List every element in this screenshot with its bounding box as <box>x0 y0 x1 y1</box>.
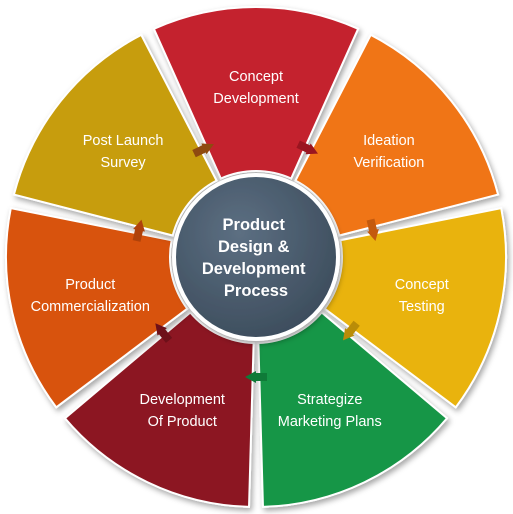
segment-label-ideation-verification: Ideation Verification <box>353 133 424 171</box>
segment-concept-development <box>152 6 360 180</box>
connector-arrow <box>192 143 214 158</box>
connector-arrow <box>245 371 267 383</box>
segments-layer: Concept Development Ideation Verification Co… <box>5 6 507 508</box>
segment-post-launch-survey <box>12 33 218 237</box>
segment-strategize-marketing-plans <box>257 311 449 508</box>
segment-label-concept-development: Concept Development <box>213 69 298 107</box>
segment-label-line: Product <box>65 277 115 293</box>
connector-arrow <box>342 320 360 341</box>
segment-label-line: Ideation <box>363 133 415 149</box>
segment-product-commercialization <box>5 207 189 409</box>
segment-label-line: Testing <box>399 299 445 315</box>
connector-arrow <box>296 140 318 155</box>
segment-ideation-verification <box>294 33 500 237</box>
hub: Product Design & Development Process <box>172 173 340 341</box>
connector-arrow <box>155 323 173 343</box>
hub-title-line: Process <box>224 282 288 300</box>
connector-arrow <box>132 219 145 242</box>
segment-label-line: Strategize <box>297 392 362 408</box>
segment-development-of-product <box>63 311 255 508</box>
segment-label-line: Post Launch <box>83 133 164 149</box>
segment-label-line: Of Product <box>148 414 217 430</box>
segment-label-line: Concept <box>395 277 449 293</box>
segment-label-post-launch-survey: Post Launch Survey <box>83 133 164 171</box>
segment-label-line: Development <box>140 392 225 408</box>
hub-title-line: Design & <box>218 238 290 256</box>
segment-label-line: Development <box>213 91 298 107</box>
hub-title-line: Product <box>223 216 286 234</box>
hub-title-line: Development <box>202 260 306 278</box>
segment-label-strategize-marketing-plans: Strategize Marketing Plans <box>278 392 382 430</box>
segment-label-line: Marketing Plans <box>278 414 382 430</box>
segment-label-line: Concept <box>229 69 283 85</box>
arrows-layer <box>132 140 379 383</box>
segment-label-concept-testing: Concept Testing <box>395 277 449 315</box>
segment-label-product-commercialization: Product Commercialization <box>31 277 150 315</box>
segment-label-development-of-product: Development Of Product <box>140 392 225 430</box>
segment-concept-testing <box>323 207 507 409</box>
segment-label-line: Verification <box>353 155 424 171</box>
segment-label-line: Commercialization <box>31 299 150 315</box>
segment-label-line: Survey <box>101 155 147 171</box>
hub-title: Product Design & Development Process <box>202 216 310 300</box>
hub-circle <box>172 173 340 341</box>
connector-arrow <box>366 218 379 242</box>
